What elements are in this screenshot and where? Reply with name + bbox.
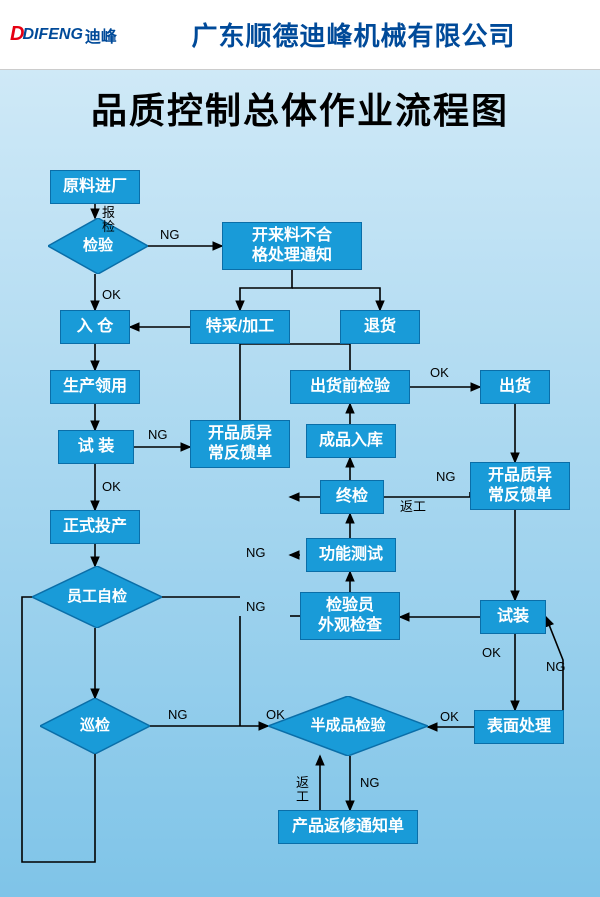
- node-semi_insp: 半成品检验: [268, 696, 428, 756]
- label-l_ng6: NG: [168, 708, 188, 722]
- company-name: 广东顺德迪峰机械有限公司: [117, 16, 590, 53]
- label-l_ok6: OK: [266, 708, 285, 722]
- node-patrol: 巡检: [40, 698, 150, 754]
- label-l_ng7: NG: [360, 776, 380, 790]
- label-l_rework2: 返 工: [296, 776, 309, 803]
- label-l_ng4: NG: [436, 470, 456, 484]
- label-l_ng1: NG: [160, 228, 180, 242]
- node-final_insp: 终检: [320, 480, 384, 514]
- chart-title: 品质控制总体作业流程图: [0, 82, 600, 134]
- node-prod_use: 生产领用: [50, 370, 140, 404]
- node-trial2: 试装: [480, 600, 546, 634]
- label-l_ng5: NG: [546, 660, 566, 674]
- label-l_ok2: OK: [102, 480, 121, 494]
- node-trial: 试 装: [58, 430, 134, 464]
- label-l_ok3: OK: [430, 366, 449, 380]
- label-l_baojian: 报 检: [102, 206, 115, 233]
- logo: D DIFENG 迪峰: [10, 23, 117, 47]
- node-return: 退货: [340, 310, 420, 344]
- label-l_ok1: OK: [102, 288, 121, 302]
- label-l_ok5: OK: [440, 710, 459, 724]
- node-self_check: 员工自检: [32, 566, 162, 628]
- label-l_rework1: 返工: [400, 500, 426, 514]
- label-l_ng3: NG: [246, 546, 266, 560]
- node-surface: 表面处理: [474, 710, 564, 744]
- node-ng_notice: 开来料不合 格处理通知: [222, 222, 362, 270]
- node-store: 入 仓: [60, 310, 130, 344]
- node-rework: 产品返修通知单: [278, 810, 418, 844]
- node-func_test: 功能测试: [306, 538, 396, 572]
- node-qfb2: 开品质异 常反馈单: [470, 462, 570, 510]
- header: D DIFENG 迪峰 广东顺德迪峰机械有限公司: [0, 0, 600, 70]
- node-raw_in: 原料进厂: [50, 170, 140, 204]
- label-l_ng3b: NG: [246, 600, 266, 614]
- node-formal: 正式投产: [50, 510, 140, 544]
- node-inspect: 检验: [48, 218, 148, 274]
- logo-latin: DIFENG: [22, 26, 82, 44]
- label-l_ng2: NG: [148, 428, 168, 442]
- logo-cn: 迪峰: [85, 23, 117, 47]
- flowchart-canvas: 品质控制总体作业流程图 原料进厂检验 开来料不合 格处理通知入 仓 特采/加工 退货生…: [0, 70, 600, 897]
- node-qfb1: 开品质异 常反馈单: [190, 420, 290, 468]
- label-l_ok4: OK: [482, 646, 501, 660]
- node-fg_store: 成品入库: [306, 424, 396, 458]
- node-visual: 检验员 外观检查: [300, 592, 400, 640]
- node-preship: 出货前检验: [290, 370, 410, 404]
- node-ship: 出货: [480, 370, 550, 404]
- node-special: 特采/加工: [190, 310, 290, 344]
